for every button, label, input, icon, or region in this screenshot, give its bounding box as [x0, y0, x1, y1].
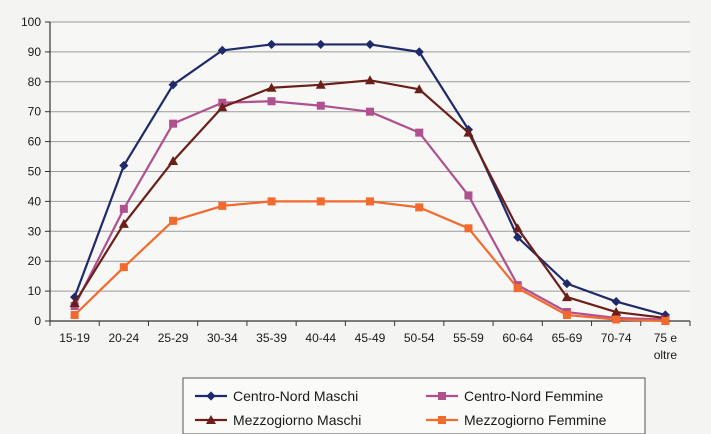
data-point — [611, 296, 621, 307]
data-point — [414, 47, 424, 57]
data-point — [661, 317, 670, 325]
x-tick-label: 65-69 — [552, 331, 583, 345]
legend: Centro-Nord Maschi Centro-Nord Femmine Mez… — [182, 377, 646, 434]
data-point — [119, 263, 128, 272]
y-tick-label: 20 — [28, 254, 42, 268]
data-point — [118, 218, 129, 228]
x-tick-label: oltre — [654, 348, 678, 362]
legend-label: Mezzogiorno Maschi — [233, 412, 361, 428]
data-point — [612, 315, 621, 324]
y-tick-label: 50 — [28, 165, 42, 179]
data-point — [464, 191, 473, 200]
x-tick-label: 20-24 — [108, 331, 139, 345]
data-point — [611, 307, 622, 317]
data-point — [266, 39, 277, 50]
data-point — [464, 224, 473, 233]
legend-item: Mezzogiorno Maschi — [195, 412, 361, 428]
x-tick-label: 50-54 — [404, 331, 435, 345]
x-axis-ticks: 15-19 20-24 25-29 30-34 35-39 40-44 45-49 50-54… — [49, 321, 691, 362]
data-point — [463, 127, 474, 137]
data-point — [414, 84, 425, 94]
legend-item: Centro-Nord Maschi — [195, 388, 358, 404]
data-point — [168, 80, 178, 90]
data-point — [69, 298, 80, 308]
y-tick-label: 30 — [28, 224, 42, 238]
x-tick-label: 60-64 — [502, 331, 533, 345]
legend-item: Mezzogiorno Femmine — [426, 412, 607, 428]
data-point — [512, 223, 523, 233]
data-point — [169, 216, 178, 225]
data-point — [365, 39, 375, 50]
x-tick-label: 35-39 — [256, 331, 287, 345]
data-point — [562, 279, 572, 289]
data-point — [119, 160, 129, 171]
data-point — [365, 75, 375, 85]
y-tick-label: 60 — [28, 135, 42, 149]
y-tick-label: 70 — [28, 105, 42, 119]
data-point — [315, 79, 326, 89]
data-point — [70, 311, 79, 320]
x-tick-label: 45-49 — [355, 331, 386, 345]
series-2 — [69, 75, 671, 323]
legend-marker — [438, 416, 446, 424]
data-point — [70, 292, 80, 302]
grid-lines — [50, 21, 690, 321]
legend-marker — [206, 415, 216, 424]
data-point — [513, 232, 523, 242]
y-tick-label: 10 — [28, 284, 42, 298]
series-3 — [70, 197, 670, 325]
x-tick-label: 55-59 — [453, 331, 484, 345]
y-tick-label: 0 — [34, 314, 41, 328]
data-point — [169, 119, 178, 128]
x-tick-label: 25-29 — [158, 331, 189, 345]
data-point — [316, 197, 325, 206]
data-point — [561, 292, 572, 302]
y-tick-label: 40 — [28, 194, 42, 208]
legend-marker — [438, 392, 446, 400]
data-point — [513, 284, 522, 293]
legend-box — [182, 377, 646, 434]
data-point — [366, 107, 374, 116]
x-tick-label: 75 e — [654, 331, 678, 345]
x-tick-label: 70-74 — [601, 331, 632, 345]
data-point — [168, 156, 179, 166]
y-tick-label: 90 — [28, 45, 42, 59]
data-point — [267, 197, 276, 206]
legend-item: Centro-Nord Femmine — [426, 388, 603, 404]
axes — [49, 22, 690, 322]
data-point — [218, 201, 227, 210]
y-tick-label: 100 — [21, 15, 41, 29]
legend-label: Centro-Nord Femmine — [464, 388, 603, 404]
x-tick-label: 30-34 — [207, 331, 238, 345]
data-point — [316, 39, 326, 50]
data-point — [562, 311, 571, 320]
x-tick-label: 40-44 — [305, 331, 336, 345]
data-point — [267, 97, 276, 106]
data-point — [217, 102, 228, 112]
data-point — [366, 197, 374, 206]
legend-label: Centro-Nord Maschi — [233, 388, 358, 404]
data-point — [316, 101, 325, 110]
data-point — [266, 82, 277, 92]
y-axis-ticks: 0 10 20 30 40 50 60 70 80 90 100 — [21, 15, 50, 328]
legend-label: Mezzogiorno Femmine — [464, 412, 607, 428]
y-tick-label: 80 — [28, 75, 42, 89]
series-group — [69, 39, 671, 325]
data-point — [415, 128, 424, 137]
legend-marker — [206, 391, 216, 401]
data-point — [415, 203, 424, 212]
x-tick-label: 15-19 — [59, 331, 90, 345]
data-point — [119, 204, 128, 213]
data-point — [217, 45, 227, 56]
